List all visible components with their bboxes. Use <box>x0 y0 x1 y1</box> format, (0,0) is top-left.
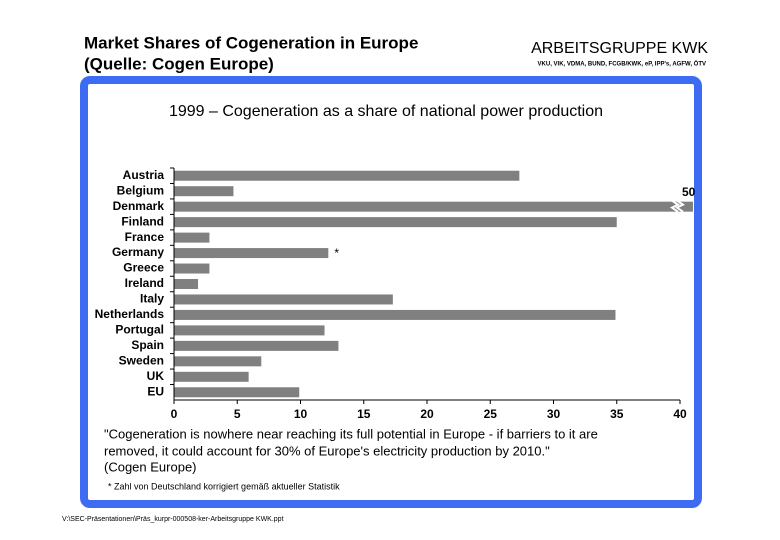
y-tick-label: Portugal <box>115 323 164 337</box>
y-tick-label: France <box>125 230 165 244</box>
x-tick-label: 40 <box>673 407 687 421</box>
bar <box>174 356 262 367</box>
footer: V:\SEC-Präsentationen\Präs_kurpr-000508-… <box>62 516 284 523</box>
y-tick-label: Netherlands <box>95 307 165 321</box>
footnote: * Zahl von Deutschland korrigiert gemäß … <box>108 481 340 491</box>
bar <box>174 186 234 197</box>
y-tick-label: Italy <box>140 292 164 306</box>
y-tick-label: Germany <box>112 245 164 259</box>
axis-break <box>670 199 685 213</box>
quote: "Cogeneration is nowhere near reaching i… <box>104 426 598 441</box>
chart-title: 1999 – Cogeneration as a share of nation… <box>169 103 603 120</box>
slide-title: Market Shares of Cogeneration in Europe <box>84 33 418 52</box>
bar <box>174 387 300 398</box>
y-tick-label: Ireland <box>125 276 164 290</box>
x-tick-label: 35 <box>610 407 624 421</box>
annotation: * <box>334 246 339 260</box>
y-tick-label: Finland <box>121 214 164 228</box>
bar <box>174 263 210 274</box>
bar <box>174 340 339 351</box>
bar <box>174 279 199 289</box>
bar <box>174 294 393 305</box>
x-tick-label: 15 <box>357 407 371 421</box>
x-tick-label: 20 <box>420 407 434 421</box>
x-tick-label: 10 <box>294 407 308 421</box>
frame <box>80 76 702 508</box>
bar <box>174 232 210 243</box>
y-tick-label: UK <box>147 369 165 383</box>
quote: (Cogen Europe) <box>104 459 197 474</box>
x-tick-label: 5 <box>234 407 241 421</box>
x-tick-label: 30 <box>547 407 561 421</box>
bar <box>174 325 325 336</box>
members: VKU, VIK, VDMA, BUND, FCGB/KWK, eP, IPP'… <box>538 61 706 68</box>
bar <box>174 309 616 320</box>
slide-subtitle: (Quelle: Cogen Europe) <box>84 54 274 73</box>
quote: removed, it could account for 30% of Eur… <box>104 443 550 458</box>
x-tick-label: 0 <box>171 407 178 421</box>
y-tick-label: Denmark <box>113 199 165 213</box>
brand: ARBEITSGRUPPE KWK <box>531 40 708 57</box>
data-label: 50 <box>682 185 696 199</box>
bar <box>174 217 617 228</box>
y-tick-label: Sweden <box>119 354 164 368</box>
y-tick-label: Belgium <box>117 183 164 197</box>
x-tick-label: 25 <box>484 407 498 421</box>
bar <box>174 170 520 181</box>
bar <box>174 201 693 212</box>
y-tick-label: Austria <box>123 168 165 182</box>
bar <box>174 248 329 259</box>
bar <box>174 371 249 382</box>
y-tick-label: Greece <box>123 261 164 275</box>
y-tick-label: EU <box>147 384 164 398</box>
y-tick-label: Spain <box>131 338 164 352</box>
